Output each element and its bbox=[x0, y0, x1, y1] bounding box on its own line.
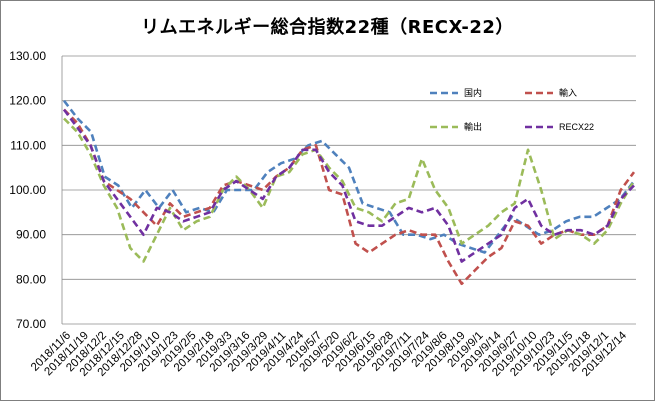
y-tick-label: 120.00 bbox=[9, 94, 46, 108]
y-axis-labels: 70.00 80.00 90.00 100.00 110.00 120.00 130.00 bbox=[9, 49, 46, 331]
y-tick-label: 110.00 bbox=[10, 138, 46, 152]
y-tick-label: 80.00 bbox=[16, 272, 46, 286]
series-line-RECX22 bbox=[62, 108, 635, 263]
legend-label: RECX22 bbox=[559, 122, 594, 132]
x-axis-labels: 2018/11/62018/11/192018/12/22018/12/1520… bbox=[29, 329, 630, 379]
legend-label: 輸入 bbox=[559, 87, 577, 98]
legend-label: 輸出 bbox=[464, 121, 482, 132]
series-line-国内 bbox=[62, 99, 636, 254]
series-line-輸出 bbox=[63, 117, 636, 263]
legend-label: 国内 bbox=[464, 87, 482, 98]
y-tick-label: 130.00 bbox=[9, 49, 46, 63]
series-lines bbox=[62, 99, 636, 286]
y-tick-label: 70.00 bbox=[16, 317, 46, 331]
series-line-輸入 bbox=[63, 108, 636, 286]
y-tick-label: 90.00 bbox=[16, 228, 46, 242]
chart-title: リムエネルギー総合指数22種（RECX-22） bbox=[141, 17, 514, 38]
gridlines bbox=[61, 55, 636, 325]
y-tick-label: 100.00 bbox=[9, 183, 46, 197]
